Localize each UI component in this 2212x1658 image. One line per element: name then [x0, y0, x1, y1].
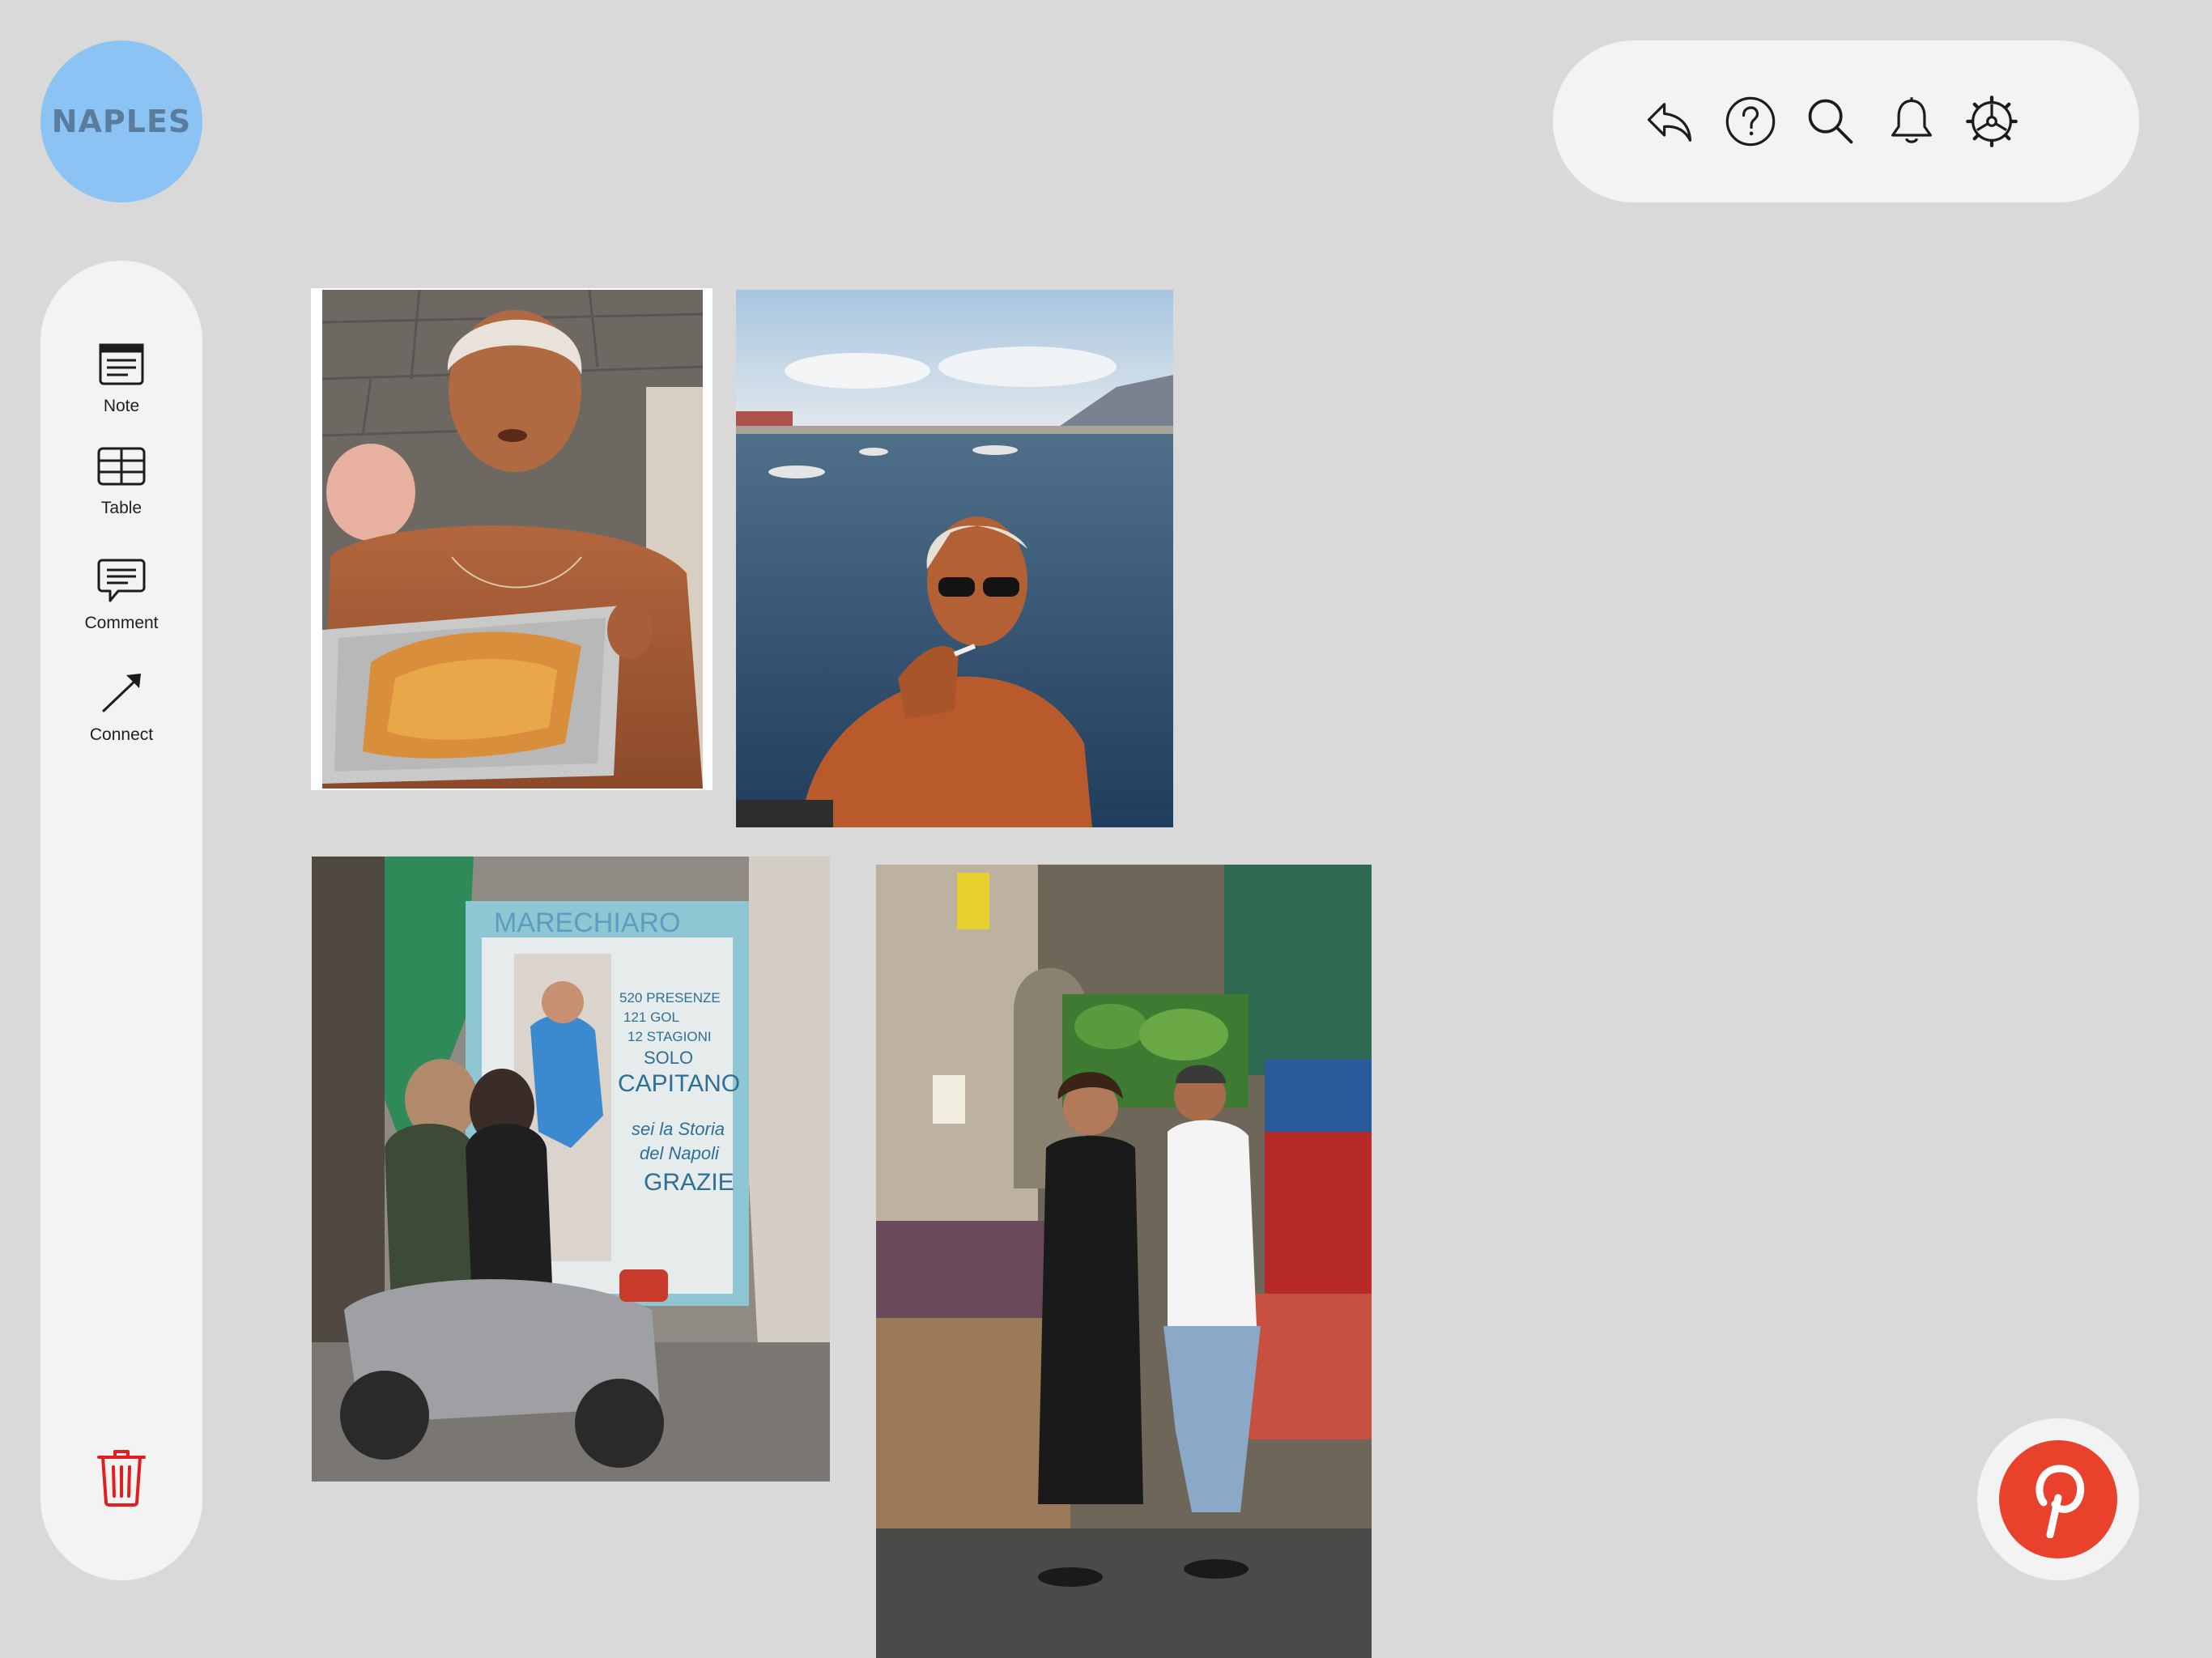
couple-dancing-image	[876, 865, 1372, 1658]
search-icon	[1808, 99, 1853, 144]
couple-dancing-market-photo[interactable]	[876, 865, 1372, 1658]
mural-line-1: 520 PRESENZE	[619, 990, 721, 1005]
trash-icon	[97, 1450, 146, 1507]
man-smoking-by-sea-photo[interactable]	[736, 290, 1173, 827]
table-tool-label: Table	[100, 499, 143, 517]
mural-title-text: MARECHIARO	[494, 908, 680, 938]
search-button[interactable]	[1802, 92, 1860, 151]
mural-line-6: sei la Storia	[632, 1119, 725, 1139]
connect-tool[interactable]: Connect	[40, 667, 202, 745]
pinterest-icon	[2035, 1465, 2085, 1538]
connect-arrow-icon	[102, 674, 141, 712]
man-smoking-image	[736, 290, 1173, 827]
woman-with-tray-photo[interactable]	[311, 288, 713, 790]
table-icon	[97, 447, 146, 486]
settings-button[interactable]	[1963, 92, 2021, 151]
note-tool[interactable]: Note	[40, 338, 202, 416]
marechiaro-mural-scooter-photo[interactable]: MARECHIARO 520 PRESENZE 121 GOL 12 STAGI…	[312, 857, 830, 1482]
mural-line-3: 12 STAGIONI	[627, 1029, 712, 1044]
tool-sidebar: Note Table Comment Connect	[40, 261, 202, 1580]
woman-with-tray-image	[322, 290, 703, 789]
undo-button[interactable]	[1640, 92, 1699, 151]
pinterest-badge	[1999, 1440, 2117, 1558]
delete-button[interactable]	[96, 1449, 147, 1507]
mural-line-2: 121 GOL	[623, 1010, 679, 1025]
app-logo-text: NAPLES	[51, 104, 192, 139]
gear-icon	[1966, 96, 2018, 147]
bell-icon	[1891, 97, 1932, 143]
notifications-button[interactable]	[1882, 92, 1941, 151]
comment-tool-label: Comment	[84, 614, 159, 632]
comment-icon	[97, 559, 146, 602]
table-tool[interactable]: Table	[40, 440, 202, 518]
undo-icon	[1647, 103, 1692, 142]
mural-line-4: SOLO	[644, 1048, 693, 1068]
help-button[interactable]	[1721, 92, 1780, 151]
connect-tool-label: Connect	[89, 725, 154, 744]
top-toolbar	[1553, 40, 2139, 202]
comment-tool[interactable]: Comment	[40, 555, 202, 633]
mural-line-8: GRAZIE	[644, 1169, 734, 1196]
mural-scooter-image: MARECHIARO 520 PRESENZE 121 GOL 12 STAGI…	[312, 857, 830, 1482]
note-icon	[99, 343, 144, 385]
note-tool-label: Note	[103, 397, 140, 415]
mural-line-5: CAPITANO	[618, 1070, 740, 1097]
app-logo[interactable]: NAPLES	[40, 40, 202, 202]
mural-line-7: del Napoli	[640, 1143, 720, 1163]
help-icon	[1725, 96, 1775, 147]
pinterest-button[interactable]	[1977, 1418, 2139, 1580]
